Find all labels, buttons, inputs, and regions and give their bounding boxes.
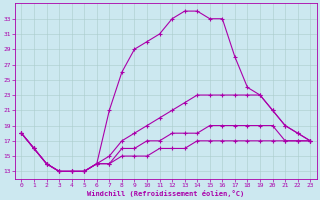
X-axis label: Windchill (Refroidissement éolien,°C): Windchill (Refroidissement éolien,°C) xyxy=(87,190,244,197)
